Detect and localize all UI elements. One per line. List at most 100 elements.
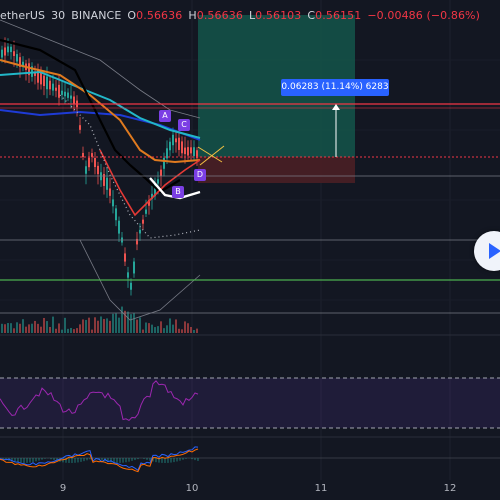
ma-line-red — [99, 149, 201, 217]
volume-bar — [118, 317, 120, 333]
candle-body — [154, 183, 156, 197]
candle-body — [136, 238, 138, 245]
candle-body — [19, 57, 21, 67]
candle-body — [73, 96, 75, 105]
macd-histogram-bar — [149, 458, 151, 461]
volume-bar — [181, 329, 183, 333]
candle-body — [55, 87, 57, 91]
macd-histogram-bar — [86, 458, 88, 461]
volume-bar — [175, 319, 177, 333]
macd-histogram-bar — [35, 458, 37, 462]
macd-histogram-bar — [20, 458, 22, 463]
macd-histogram-bar — [128, 458, 130, 462]
close-label: C — [307, 9, 316, 22]
pattern-label-b[interactable]: B — [172, 186, 184, 198]
macd-histogram-bar — [68, 458, 70, 463]
volume-bar — [166, 325, 168, 333]
volume-bar — [160, 321, 162, 333]
candle-body — [127, 272, 129, 278]
candle-body — [103, 174, 105, 186]
rsi-band — [0, 378, 500, 428]
macd-histogram-bar — [176, 458, 178, 462]
candle-body — [79, 125, 81, 130]
candle-body — [196, 150, 198, 159]
volume-bar — [136, 319, 138, 333]
volume-bar — [178, 328, 180, 333]
candle-body — [106, 177, 108, 190]
open-label: O — [127, 9, 137, 22]
volume-bar — [64, 317, 66, 333]
macd-histogram-bar — [29, 458, 31, 463]
candle-body — [40, 73, 42, 85]
volume-bar — [43, 317, 45, 333]
candle-body — [142, 219, 144, 224]
candle-body — [34, 72, 36, 76]
candle-body — [118, 220, 120, 234]
time-axis-label-10: 10 — [185, 483, 199, 494]
pattern-label-c[interactable]: C — [178, 119, 190, 131]
volume-bar — [73, 329, 75, 333]
macd-histogram-bar — [122, 458, 124, 463]
candle-body — [85, 166, 87, 174]
symbol-label[interactable]: etherUS — [0, 9, 46, 22]
rsi-line — [0, 380, 199, 422]
candle-body — [181, 141, 183, 154]
pattern-label-d[interactable]: D — [194, 169, 206, 181]
macd-histogram-bar — [80, 458, 82, 462]
macd-histogram-bar — [2, 458, 4, 459]
macd-histogram-bar — [185, 458, 187, 459]
candle-body — [61, 90, 63, 95]
volume-bar — [172, 324, 174, 333]
pattern-x-1 — [197, 146, 223, 163]
volume-bar — [10, 323, 12, 333]
volume-bar — [37, 323, 39, 333]
play-icon — [489, 243, 500, 259]
macd-histogram-bar — [23, 458, 25, 463]
volume-bar — [124, 310, 126, 333]
interval-label[interactable]: 30 — [51, 9, 66, 22]
candle-body — [163, 157, 165, 169]
candle-body — [1, 49, 3, 58]
macd-histogram-bar — [131, 458, 133, 461]
macd-histogram-bar — [32, 458, 34, 463]
volume-bar — [169, 318, 171, 333]
macd-histogram-bar — [11, 458, 13, 462]
volume-bar — [19, 323, 21, 333]
macd-histogram-bar — [152, 458, 154, 462]
candle-body — [109, 188, 111, 196]
volume-bar — [148, 323, 150, 333]
macd-histogram-bar — [50, 458, 52, 460]
bb-upper — [0, 19, 201, 119]
candle-body — [178, 137, 180, 150]
macd-histogram-bar — [164, 458, 166, 463]
volume-bar — [28, 324, 30, 333]
volume-bar — [109, 320, 111, 333]
volume-bar — [157, 326, 159, 333]
macd-histogram-bar — [161, 458, 163, 463]
macd-histogram-bar — [137, 458, 139, 460]
volume-bar — [46, 321, 48, 333]
candle-body — [4, 47, 6, 56]
stop-zone — [198, 157, 355, 183]
candle-body — [115, 208, 117, 221]
measure-label[interactable]: 0.06283 (11.14%) 6283 — [281, 79, 389, 96]
macd-histogram-bar — [116, 458, 118, 463]
replay-play-button[interactable] — [474, 231, 500, 271]
volume-bar — [94, 317, 96, 333]
candle-body — [130, 282, 132, 290]
candle-body — [169, 141, 171, 151]
macd-histogram-bar — [101, 458, 103, 461]
macd-histogram-bar — [110, 458, 112, 463]
candle-body — [43, 75, 45, 87]
volume-bar — [91, 329, 93, 333]
pattern-label-a[interactable]: A — [159, 110, 171, 122]
candle-body — [151, 193, 153, 200]
macd-histogram-bar — [173, 458, 175, 463]
volume-bar — [145, 322, 147, 333]
candle-body — [124, 253, 126, 262]
volume-bar — [163, 328, 165, 333]
candle-body — [91, 153, 93, 157]
